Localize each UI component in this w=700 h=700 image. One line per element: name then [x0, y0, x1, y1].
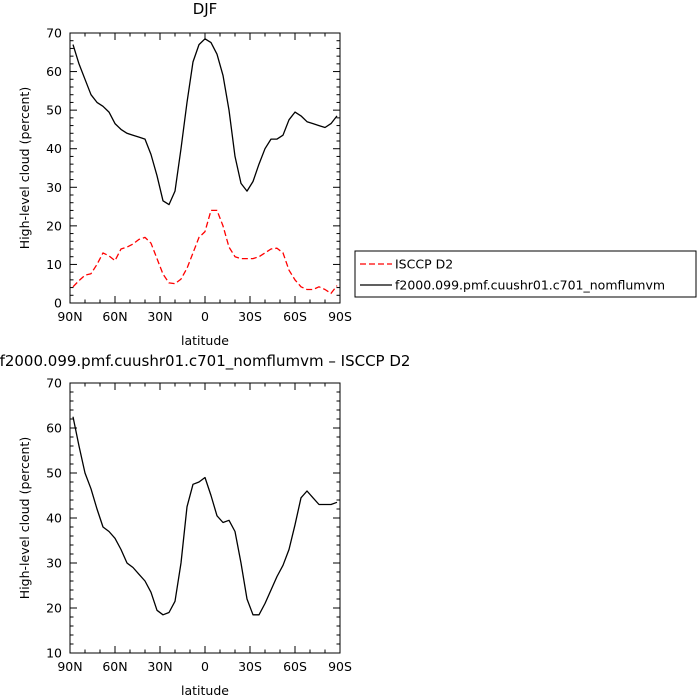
- y-tick-label: 70: [46, 26, 62, 41]
- y-tick-label: 10: [46, 257, 62, 272]
- series-line-1: [72, 416, 338, 616]
- y-tick-label: 60: [46, 64, 62, 79]
- chart-panel-1: DJF 0 10 20 30 40 50 60 70 90N 60N 30N 0 30S 60S 90S lat…: [17, 0, 697, 348]
- y-tick-label: 30: [46, 180, 62, 195]
- y-tick-label: 60: [46, 421, 62, 436]
- x-tick-label: 60N: [102, 309, 127, 324]
- chart-title: DJF: [193, 0, 218, 18]
- x-tick-label: 90N: [57, 309, 82, 324]
- x-tick-label: 0: [201, 309, 209, 324]
- y-tick-label: 20: [46, 601, 62, 616]
- plot-frame: [69, 382, 341, 654]
- x-tick-label: 90N: [57, 659, 82, 674]
- y-tick-label: 40: [46, 141, 62, 156]
- x-tick-label: 60S: [283, 659, 307, 674]
- chart-title: f2000.099.pmf.cuushr01.c701_nomflumvm – …: [0, 352, 410, 371]
- y-tick-label: 30: [46, 556, 62, 571]
- x-tick-label: 0: [201, 659, 209, 674]
- x-tick-label: 30N: [147, 659, 172, 674]
- series-line-2: [72, 38, 338, 206]
- y-tick-label: 20: [46, 218, 62, 233]
- x-tick-label: 90S: [328, 309, 352, 324]
- y-tick-label: 10: [46, 646, 62, 661]
- y-axis-label: High-level cloud (percent): [17, 437, 32, 599]
- chart-panel-2: f2000.099.pmf.cuushr01.c701_nomflumvm – …: [0, 352, 410, 698]
- y-tick-label: 50: [46, 103, 62, 118]
- x-tick-label: 60N: [102, 659, 127, 674]
- x-axis-label: latitude: [181, 683, 229, 698]
- x-tick-label: 30S: [238, 309, 262, 324]
- y-tick-label: 70: [46, 376, 62, 391]
- legend-label-2: f2000.099.pmf.cuushr01.c701_nomflumvm: [395, 278, 665, 293]
- x-tick-label: 30N: [147, 309, 172, 324]
- x-axis-label: latitude: [181, 333, 229, 348]
- legend: ISCCP D2 f2000.099.pmf.cuushr01.c701_nomf…: [354, 250, 697, 298]
- y-axis-label: High-level cloud (percent): [17, 87, 32, 249]
- x-tick-label: 60S: [283, 309, 307, 324]
- plot-frame: [69, 32, 341, 304]
- y-tick-label: 40: [46, 511, 62, 526]
- legend-label-1: ISCCP D2: [395, 257, 453, 272]
- legend-box: [354, 250, 697, 298]
- y-tick-label: 50: [46, 466, 62, 481]
- x-tick-label: 30S: [238, 659, 262, 674]
- series-line-1: [72, 209, 338, 295]
- x-tick-label: 90S: [328, 659, 352, 674]
- y-tick-label: 0: [54, 296, 62, 311]
